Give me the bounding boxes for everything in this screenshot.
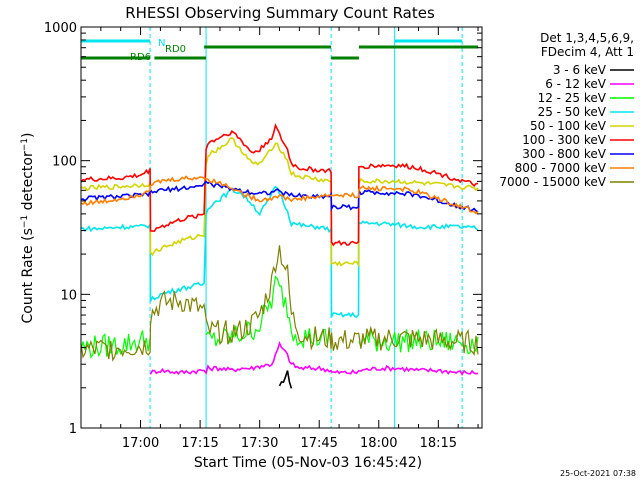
- y-axis-label-part: detector: [20, 151, 36, 215]
- legend-label: 50 - 100 keV: [530, 119, 607, 133]
- detector-info-line: Det 1,3,4,5,6,9,: [540, 31, 634, 45]
- x-tick-label: 17:15: [181, 436, 218, 451]
- x-tick-label: 17:45: [300, 436, 337, 451]
- legend-label: 6 - 12 keV: [545, 77, 607, 91]
- timestamp: 25-Oct-2021 07:38: [560, 469, 636, 478]
- x-axis: 17:00 17:15 17:30 17:45 18:00 18:15: [100, 27, 479, 451]
- flag-label: N: [158, 38, 165, 49]
- legend-label: 300 - 800 keV: [522, 147, 606, 161]
- y-axis-label-sup: −1: [20, 215, 30, 228]
- flag-label: RD6: [130, 52, 151, 63]
- legend-label: 12 - 25 keV: [538, 91, 607, 105]
- x-tick-label: 17:00: [122, 436, 159, 451]
- chart-title: RHESSI Observing Summary Count Rates: [125, 4, 435, 22]
- flag-label: RD0: [165, 44, 186, 55]
- legend-label: 100 - 300 keV: [522, 133, 606, 147]
- legend-label: 800 - 7000 keV: [515, 161, 607, 175]
- y-axis-label-part: ): [20, 133, 36, 138]
- x-tick-label: 17:30: [241, 436, 278, 451]
- series-line: [80, 137, 479, 268]
- series-line: [278, 370, 293, 389]
- x-axis-label: Start Time (05-Nov-03 16:45:42): [194, 455, 422, 471]
- y-axis: 1 10 100 1000: [44, 21, 482, 437]
- y-tick-label: 1000: [44, 21, 77, 36]
- series-line: [149, 340, 479, 377]
- y-tick-label: 1: [69, 422, 77, 437]
- legend-label: 25 - 50 keV: [538, 105, 607, 119]
- series-line: [80, 122, 479, 247]
- attenuator-info-line: FDecim 4, Att 1: [541, 45, 634, 59]
- x-tick-label: 18:00: [360, 436, 397, 451]
- legend-label: 7000 - 15000 keV: [499, 175, 606, 189]
- x-tick-label: 18:15: [420, 436, 457, 451]
- legend-label: 3 - 6 keV: [553, 63, 607, 77]
- plot-frame: [80, 26, 483, 429]
- y-tick-label: 100: [52, 155, 77, 170]
- series-line: [80, 180, 479, 213]
- y-tick-label: 10: [60, 288, 77, 303]
- series-line: [80, 245, 479, 362]
- y-axis-label-part: Count Rate (s: [20, 228, 36, 323]
- y-axis-label: Count Rate (s−1 detector−1): [20, 133, 36, 324]
- y-axis-label-sup: −1: [20, 138, 30, 151]
- series-line: [80, 175, 479, 215]
